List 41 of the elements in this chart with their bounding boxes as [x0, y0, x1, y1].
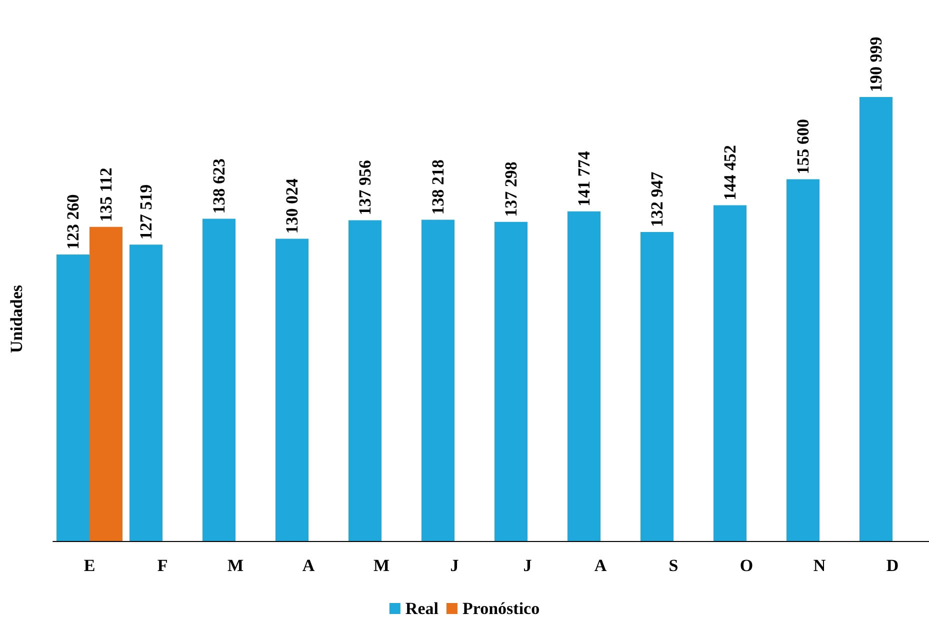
- data-label: 130 024: [282, 178, 302, 234]
- bar: [568, 211, 600, 541]
- x-tick-label: E: [84, 556, 96, 575]
- data-label: 155 600: [794, 119, 812, 174]
- data-label: 190 999: [866, 36, 886, 92]
- y-axis-title: Unidades: [7, 284, 26, 354]
- legend-label: Real: [405, 599, 439, 618]
- x-tick-label: M: [373, 556, 390, 575]
- x-tick-label: N: [813, 556, 826, 575]
- bar: [640, 232, 674, 541]
- data-label: 137 956: [356, 160, 374, 216]
- x-tick-label: A: [302, 556, 316, 575]
- bar: [90, 226, 122, 541]
- x-tick-label: J: [450, 556, 460, 575]
- data-label: 144 452: [720, 144, 740, 200]
- x-tick-label: S: [668, 556, 678, 575]
- data-label: 132 947: [648, 171, 666, 227]
- x-tick-label: M: [227, 556, 244, 575]
- bar: [202, 218, 236, 541]
- bar: [786, 179, 820, 541]
- bar: [422, 220, 454, 541]
- bar: [130, 244, 162, 541]
- bar: [348, 220, 382, 541]
- bar: [714, 205, 746, 541]
- bar: [494, 222, 528, 541]
- data-label: 141 774: [574, 150, 594, 206]
- data-label: 137 298: [502, 162, 520, 217]
- data-label: 127 519: [136, 184, 156, 240]
- x-tick-label: J: [523, 556, 532, 575]
- bar: [56, 254, 90, 541]
- legend-label: Pronóstico: [462, 599, 540, 618]
- data-label: 138 623: [210, 158, 228, 214]
- data-label: 138 218: [428, 159, 448, 215]
- bar: [276, 238, 308, 541]
- x-tick-label: O: [740, 556, 754, 575]
- bar: [860, 97, 892, 541]
- data-label: 123 260: [64, 194, 82, 250]
- x-tick-label: D: [886, 556, 899, 575]
- x-tick-label: F: [157, 556, 168, 575]
- data-label: 135 112: [96, 168, 116, 222]
- x-tick-label: A: [594, 556, 608, 575]
